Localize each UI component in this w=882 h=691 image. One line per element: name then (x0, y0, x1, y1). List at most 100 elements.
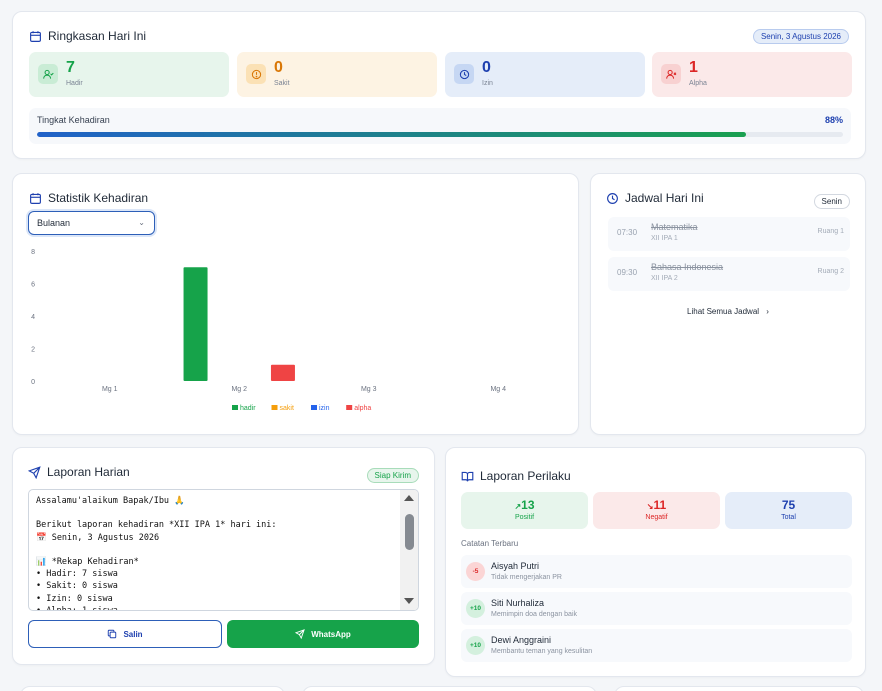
user-check-icon (38, 64, 58, 84)
note-description: Memimpin doa dengan baik (491, 611, 577, 618)
note-student-name: Aisyah Putri (491, 561, 540, 571)
behavior-title: Laporan Perilaku (461, 469, 571, 483)
behavior-negative: ↘11 Negatif (593, 492, 720, 529)
copy-button[interactable]: Salin (28, 620, 222, 648)
y-tick-label: 6 (31, 282, 35, 289)
stat-sakit: 0 Sakit (237, 52, 437, 97)
stat-value: 0 (274, 59, 283, 76)
behavior-total-value: 75 (781, 498, 796, 512)
daily-report-card: Laporan Harian Siap Kirim Assalamu'alaik… (12, 447, 435, 665)
attendance-rate-label: Tingkat Kehadiran (37, 115, 110, 125)
partial-card (614, 686, 864, 691)
behavior-total: 75 Total (725, 492, 852, 529)
ready-status-badge: Siap Kirim (366, 468, 419, 483)
legend-label-alpha: alpha (354, 405, 371, 412)
note-points-badge: +10 (466, 636, 485, 655)
behavior-note[interactable]: +10 Dewi Anggraini Membantu teman yang k… (461, 629, 852, 662)
book-open-icon (461, 471, 474, 481)
trend-up-icon: ↗ (514, 502, 522, 511)
calendar-icon (30, 30, 41, 42)
scroll-up-icon[interactable] (404, 495, 414, 501)
report-scrollbar[interactable] (400, 490, 418, 610)
legend-label-izin: izin (319, 405, 330, 412)
x-tick-label: Mg 2 (231, 386, 247, 393)
scroll-down-icon[interactable] (404, 598, 414, 604)
note-points-badge: -5 (466, 562, 485, 581)
behavior-total-label: Total (781, 514, 796, 521)
note-description: Tidak mengerjakan PR (491, 574, 562, 581)
schedule-class: XII IPA 2 (651, 275, 678, 282)
behavior-negative-label: Negatif (645, 514, 668, 521)
attendance-rate-value: 88% (824, 115, 843, 125)
schedule-card: Jadwal Hari Ini Senin 07:30 Matematika X… (590, 173, 866, 435)
stat-label: Sakit (274, 80, 290, 87)
bar-hadir (183, 267, 208, 381)
chevron-down-icon: ⌄ (138, 218, 145, 227)
whatsapp-button[interactable]: WhatsApp (227, 620, 419, 648)
period-select[interactable]: Bulanan ⌄ (28, 211, 155, 235)
schedule-title: Jadwal Hari Ini (606, 191, 704, 205)
send-icon (28, 465, 41, 479)
alert-circle-icon (246, 64, 266, 84)
attendance-rate: Tingkat Kehadiran 88% (29, 108, 851, 144)
user-x-icon (661, 64, 681, 84)
behavior-note[interactable]: -5 Aisyah Putri Tidak mengerjakan PR (461, 555, 852, 588)
see-all-schedule-link[interactable]: Lihat Semua Jadwal › (687, 307, 769, 316)
stat-value: 7 (66, 59, 75, 76)
day-badge: Senin (813, 194, 850, 209)
stats-title: Statistik Kehadiran (29, 191, 148, 205)
legend-swatch-sakit (271, 405, 278, 410)
behavior-note[interactable]: +10 Siti Nurhaliza Memimpin doa dengan b… (461, 592, 852, 625)
scroll-thumb[interactable] (405, 514, 414, 550)
note-points-badge: +10 (466, 599, 485, 618)
schedule-subject: Bahasa Indonesia (651, 262, 724, 272)
stat-alpha: 1 Alpha (652, 52, 852, 97)
legend-label-hadir: hadir (240, 405, 256, 412)
x-tick-label: Mg 4 (490, 386, 506, 393)
stat-hadir: 7 Hadir (29, 52, 229, 97)
legend-swatch-hadir (232, 405, 238, 410)
legend-swatch-alpha (346, 405, 353, 410)
schedule-subject: Matematika (651, 222, 698, 232)
note-student-name: Dewi Anggraini (491, 635, 552, 645)
recent-notes-title: Catatan Terbaru (461, 539, 519, 548)
y-tick-label: 2 (31, 347, 35, 354)
schedule-class: XII IPA 1 (651, 235, 678, 242)
stat-value: 1 (689, 59, 698, 76)
stat-label: Izin (482, 80, 493, 87)
partial-card (302, 686, 597, 691)
legend-swatch-izin (311, 405, 317, 410)
send-icon (295, 629, 306, 639)
behavior-positive-value: ↗13 (514, 498, 535, 512)
schedule-time: 09:30 (617, 268, 638, 277)
behavior-negative-value: ↘11 (646, 498, 667, 512)
schedule-room: Ruang 2 (817, 268, 844, 275)
attendance-progress-fill (37, 132, 747, 137)
attendance-progress-bar (37, 132, 843, 137)
stat-value: 0 (482, 59, 491, 76)
report-message-textarea[interactable]: Assalamu'alaikum Bapak/Ibu 🙏 Berikut lap… (28, 489, 419, 611)
schedule-item[interactable]: 07:30 Matematika XII IPA 1 Ruang 1 (608, 217, 850, 251)
behavior-positive: ↗13 Positif (461, 492, 588, 529)
bar-alpha (270, 364, 295, 381)
clock-icon (454, 64, 474, 84)
behavior-positive-label: Positif (514, 514, 535, 521)
schedule-item[interactable]: 09:30 Bahasa Indonesia XII IPA 2 Ruang 2 (608, 257, 850, 291)
date-badge: Senin, 3 Agustus 2026 (752, 29, 849, 44)
stat-izin: 0 Izin (445, 52, 645, 97)
calendar-icon (30, 192, 41, 204)
summary-title: Ringkasan Hari Ini (29, 29, 146, 43)
daily-report-title: Laporan Harian (28, 465, 130, 479)
attendance-bar-chart: 0 2 4 6 8 Mg 1 Mg 2 Mg 3 Mg 4 hadir sakit izin alpha (31, 249, 506, 412)
behavior-report-card: Laporan Perilaku ↗13 Positif ↘11 Negatif… (445, 447, 866, 677)
y-tick-label: 0 (31, 379, 35, 386)
y-tick-label: 8 (31, 249, 35, 256)
note-student-name: Siti Nurhaliza (491, 598, 545, 608)
copy-icon (108, 629, 117, 639)
stat-label: Alpha (689, 80, 707, 87)
y-tick-label: 4 (31, 314, 35, 321)
note-description: Membantu teman yang kesulitan (491, 648, 593, 655)
legend-label-sakit: sakit (280, 405, 294, 412)
x-tick-label: Mg 1 (102, 386, 118, 393)
report-message-text: Assalamu'alaikum Bapak/Ibu 🙏 Berikut lap… (36, 496, 277, 611)
